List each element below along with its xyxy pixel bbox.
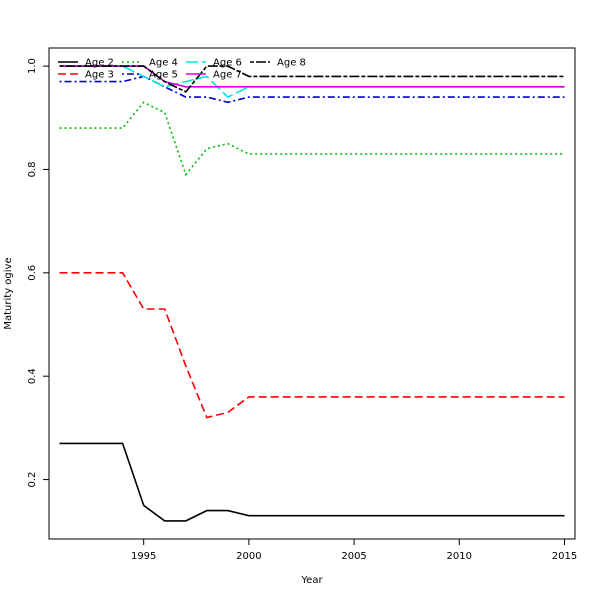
x-tick-label: 2010: [447, 551, 472, 562]
legend-label-1: Age 2: [85, 58, 114, 69]
series-layer: [59, 65, 565, 522]
y-tick-label: 0.6: [27, 265, 38, 281]
y-tick-label: 0.2: [27, 472, 38, 488]
series-line-7: [59, 65, 565, 93]
plot-frame: [48, 47, 576, 540]
series-line-3: [59, 101, 565, 177]
x-tick-label: 2000: [236, 551, 261, 562]
x-tick-label: 2005: [341, 551, 366, 562]
legend-label-6: Age 7: [213, 70, 242, 81]
x-tick-label: 1995: [131, 551, 156, 562]
y-axis-title: Maturity ogive: [3, 257, 14, 329]
x-axis: 1995 2000 2005 2010 2015: [131, 539, 577, 562]
y-tick-label: 0.8: [27, 162, 38, 178]
legend-label-4: Age 5: [149, 70, 178, 81]
series-line-2: [59, 271, 565, 419]
x-axis-title: Year: [300, 575, 323, 586]
y-axis: 0.2 0.4 0.6 0.8 1.0: [27, 58, 49, 488]
legend-label-5: Age 6: [213, 58, 242, 69]
legend-label-2: Age 3: [85, 70, 114, 81]
legend-label-7: Age 8: [277, 58, 306, 69]
series-line-1: [59, 442, 565, 522]
x-tick-label: 2015: [552, 551, 577, 562]
y-tick-label: 0.4: [27, 368, 38, 384]
y-tick-label: 1.0: [27, 58, 38, 74]
legend-label-3: Age 4: [149, 58, 178, 69]
